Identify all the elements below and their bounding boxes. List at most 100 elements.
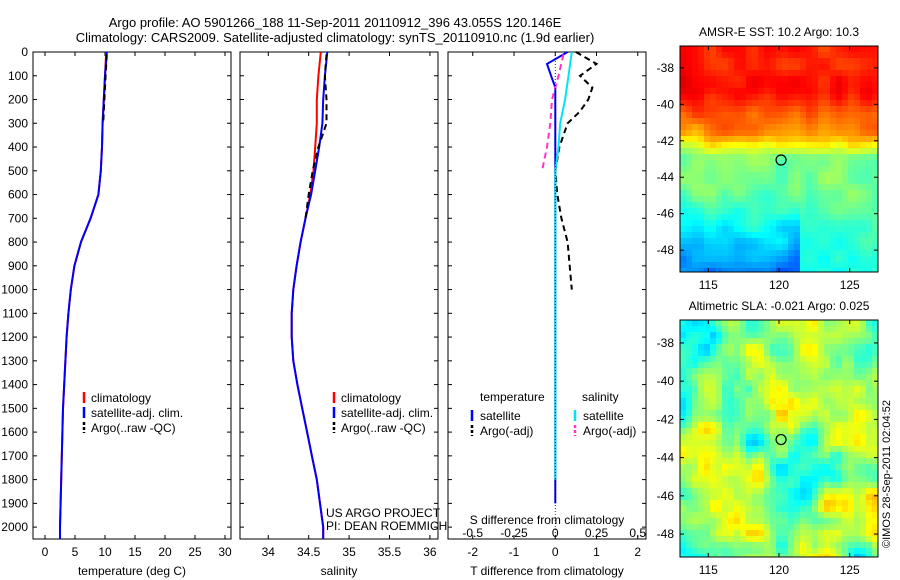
heatmap-cell: [836, 220, 843, 227]
heatmap-cell: [824, 70, 831, 77]
heatmap-cell: [734, 536, 741, 543]
heatmap-cell: [794, 446, 801, 453]
heatmap-cell: [854, 178, 861, 185]
heatmap-cell: [872, 542, 879, 549]
heatmap-cell: [812, 94, 819, 101]
heatmap-cell: [788, 488, 795, 495]
heatmap-cell: [722, 530, 729, 537]
heatmap-cell: [734, 268, 741, 273]
heatmap-cell: [812, 64, 819, 71]
heatmap-cell: [806, 142, 813, 149]
heatmap-cell: [728, 470, 735, 477]
heatmap-cell: [806, 410, 813, 417]
heatmap-cell: [758, 362, 765, 369]
heatmap-cell: [866, 416, 873, 423]
heatmap-cell: [872, 458, 879, 465]
heatmap-cell: [812, 548, 819, 555]
heatmap-cell: [818, 482, 825, 489]
heatmap-cell: [848, 214, 855, 221]
heatmap-cell: [764, 386, 771, 393]
heatmap-cell: [788, 548, 795, 555]
y-tick-label: -44: [657, 451, 675, 465]
heatmap-cell: [698, 362, 705, 369]
heatmap-cell: [854, 226, 861, 233]
heatmap-cell: [836, 70, 843, 77]
heatmap-cell: [710, 542, 717, 549]
heatmap-cell: [758, 392, 765, 399]
heatmap-cell: [776, 208, 783, 215]
heatmap-cell: [872, 380, 879, 387]
heatmap-cell: [872, 320, 879, 327]
heatmap-cell: [842, 250, 849, 257]
heatmap-cell: [734, 190, 741, 197]
heatmap-cell: [740, 154, 747, 161]
heatmap-cell: [728, 404, 735, 411]
heatmap-cell: [692, 458, 699, 465]
heatmap-cell: [866, 238, 873, 245]
heatmap-cell: [764, 100, 771, 107]
heatmap-cell: [812, 386, 819, 393]
heatmap-cell: [824, 494, 831, 501]
heatmap-cell: [824, 506, 831, 513]
heatmap-cell: [806, 166, 813, 173]
heatmap-cell: [692, 172, 699, 179]
heatmap-cell: [800, 332, 807, 339]
heatmap-cell: [698, 196, 705, 203]
heatmap-cell: [746, 476, 753, 483]
heatmap-cell: [758, 350, 765, 357]
heatmap-cell: [692, 220, 699, 227]
heatmap-cell: [746, 524, 753, 531]
heatmap-cell: [794, 482, 801, 489]
heatmap-cell: [746, 404, 753, 411]
heatmap-cell: [764, 488, 771, 495]
heatmap-cell: [752, 524, 759, 531]
heatmap-cell: [866, 458, 873, 465]
heatmap-cell: [722, 416, 729, 423]
heatmap-cell: [698, 52, 705, 59]
heatmap-cell: [704, 494, 711, 501]
heatmap-cell: [782, 136, 789, 143]
heatmap-cell: [842, 46, 849, 53]
heatmap-cell: [848, 250, 855, 257]
heatmap-cell: [788, 88, 795, 95]
heatmap-cell: [836, 160, 843, 167]
heatmap-cell: [794, 470, 801, 477]
heatmap-cell: [776, 488, 783, 495]
heatmap-cell: [746, 422, 753, 429]
heatmap-cell: [692, 118, 699, 125]
imos-timestamp: ©IMOS 28-Sep-2011 02:04:52: [881, 400, 893, 548]
heatmap-cell: [752, 344, 759, 351]
heatmap-cell: [710, 190, 717, 197]
heatmap-cell: [734, 488, 741, 495]
heatmap-cell: [710, 142, 717, 149]
heatmap-cell: [872, 136, 879, 143]
heatmap-cell: [752, 148, 759, 155]
y-tick-label: 1800: [1, 473, 28, 487]
heatmap-cell: [794, 82, 801, 89]
heatmap-cell: [692, 202, 699, 209]
heatmap-cell: [806, 124, 813, 131]
heatmap-cell: [710, 320, 717, 327]
heatmap-cell: [824, 112, 831, 119]
heatmap-cell: [728, 214, 735, 221]
heatmap-cell: [740, 202, 747, 209]
heatmap-cell: [812, 326, 819, 333]
heatmap-cell: [782, 88, 789, 95]
heatmap-cell: [782, 226, 789, 233]
heatmap-cell: [704, 422, 711, 429]
heatmap-cell: [776, 238, 783, 245]
heatmap-cell: [830, 106, 837, 113]
heatmap-cell: [860, 344, 867, 351]
heatmap-cell: [860, 178, 867, 185]
heatmap-cell: [698, 320, 705, 327]
heatmap-cell: [824, 178, 831, 185]
heatmap-cell: [800, 350, 807, 357]
heatmap-cell: [710, 464, 717, 471]
heatmap-cell: [836, 214, 843, 221]
heatmap-cell: [812, 362, 819, 369]
heatmap-cell: [698, 422, 705, 429]
heatmap-cell: [698, 238, 705, 245]
heatmap-cell: [872, 494, 879, 501]
heatmap-cell: [842, 244, 849, 251]
heatmap-cell: [686, 530, 693, 537]
